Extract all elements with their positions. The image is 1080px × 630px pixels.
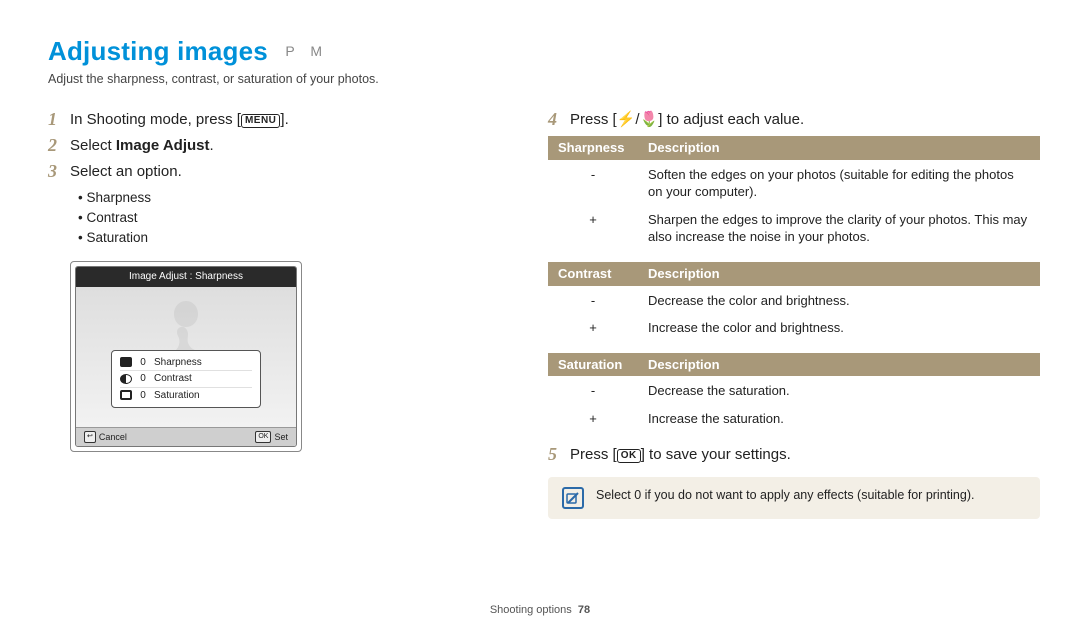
lcd-row-1-val: 0 [138, 372, 148, 386]
step-2-bold: Image Adjust [116, 137, 210, 154]
saturation-table: Saturation Description - Decrease the sa… [548, 353, 1040, 432]
lcd-row-contrast: 0 Contrast [120, 371, 252, 388]
contrast-r1-sign: + [548, 314, 638, 341]
left-column: 1 In Shooting mode, press [MENU]. 2 Sele… [48, 110, 508, 520]
camera-lcd: Image Adjust : Sharpness 0 Sharpness [70, 261, 302, 452]
contrast-r0-sign: - [548, 287, 638, 315]
step-1-suffix: . [285, 111, 289, 128]
sharpness-table: Sharpness Description - Soften the edges… [548, 136, 1040, 250]
saturation-r0-sign: - [548, 377, 638, 405]
step-4-suffix: ] to adjust each value. [658, 111, 804, 128]
lcd-row-0-val: 0 [138, 356, 148, 370]
step-3-num: 3 [48, 162, 70, 182]
saturation-th-0: Saturation [548, 353, 638, 378]
footer-section: Shooting options [490, 604, 572, 616]
sharpness-th-1: Description [638, 136, 1040, 161]
sharpness-r1-desc: Sharpen the edges to improve the clarity… [638, 206, 1040, 250]
step-1-num: 1 [48, 110, 70, 130]
lcd-title: Image Adjust : Sharpness [76, 267, 296, 287]
bullet-saturation: Saturation [78, 229, 508, 247]
bullet-contrast: Contrast [78, 209, 508, 227]
step-3: 3 Select an option. [48, 162, 508, 182]
contrast-icon [120, 374, 132, 384]
table-row: - Soften the edges on your photos (suita… [548, 161, 1040, 206]
sharpness-th-0: Sharpness [548, 136, 638, 161]
menu-button-label: MENU [241, 114, 280, 128]
step-5-body: Press [OK] to save your settings. [570, 445, 1040, 465]
page-subtitle: Adjust the sharpness, contrast, or satur… [48, 71, 1040, 88]
contrast-table: Contrast Description - Decrease the colo… [548, 262, 1040, 341]
lcd-cancel: ↩ Cancel [84, 431, 127, 443]
footer-page-number: 78 [578, 604, 590, 616]
step-1-prefix: In Shooting mode, press [70, 111, 237, 128]
ok-button-label: OK [617, 449, 641, 463]
step-1-body: In Shooting mode, press [MENU]. [70, 110, 508, 130]
back-icon: ↩ [84, 431, 96, 442]
lcd-row-saturation: 0 Saturation [120, 388, 252, 404]
lcd-body: 0 Sharpness 0 Contrast 0 Saturation [76, 287, 296, 427]
right-column: 4 Press [⚡/🌷] to adjust each value. Shar… [548, 110, 1040, 520]
ok-icon: OK [255, 431, 271, 442]
table-row: - Decrease the saturation. [548, 377, 1040, 405]
note-box: Select 0 if you do not want to apply any… [548, 477, 1040, 519]
step-5: 5 Press [OK] to save your settings. [548, 445, 1040, 465]
step-2-body: Select Image Adjust. [70, 136, 508, 156]
lcd-adjust-panel: 0 Sharpness 0 Contrast 0 Saturation [111, 350, 261, 409]
saturation-r1-sign: + [548, 405, 638, 432]
page-footer: Shooting options 78 [0, 603, 1080, 618]
lcd-row-sharpness: 0 Sharpness [120, 355, 252, 372]
step-3-body: Select an option. [70, 162, 508, 182]
lcd-cancel-label: Cancel [99, 431, 127, 443]
step-5-suffix: to save your settings. [645, 446, 791, 463]
lcd-set-label: Set [274, 431, 288, 443]
page-title: Adjusting images P M [48, 34, 1040, 69]
table-row: + Increase the saturation. [548, 405, 1040, 432]
bullet-sharpness: Sharpness [78, 189, 508, 207]
lcd-footer: ↩ Cancel OK Set [76, 427, 296, 446]
note-icon [562, 487, 584, 509]
step-2-suffix: . [210, 137, 214, 154]
lcd-row-0-lbl: Sharpness [154, 356, 252, 370]
contrast-th-1: Description [638, 262, 1040, 287]
step-4-num: 4 [548, 110, 570, 130]
step-5-num: 5 [548, 445, 570, 465]
step-3-bullets: Sharpness Contrast Saturation [78, 189, 508, 248]
step-2: 2 Select Image Adjust. [48, 136, 508, 156]
lcd-row-1-lbl: Contrast [154, 372, 252, 386]
saturation-icon [120, 390, 132, 400]
contrast-th-0: Contrast [548, 262, 638, 287]
title-main: Adjusting images [48, 36, 268, 66]
macro-icon: 🌷 [640, 111, 659, 128]
note-text: Select 0 if you do not want to apply any… [596, 487, 974, 504]
sharpness-r1-sign: + [548, 206, 638, 250]
table-row: + Sharpen the edges to improve the clari… [548, 206, 1040, 250]
sharpness-r0-sign: - [548, 161, 638, 206]
saturation-th-1: Description [638, 353, 1040, 378]
step-5-prefix: Press [570, 446, 613, 463]
saturation-r0-desc: Decrease the saturation. [638, 377, 1040, 405]
title-modes: P M [285, 43, 328, 59]
contrast-r0-desc: Decrease the color and brightness. [638, 287, 1040, 315]
contrast-r1-desc: Increase the color and brightness. [638, 314, 1040, 341]
table-row: + Increase the color and brightness. [548, 314, 1040, 341]
table-row: - Decrease the color and brightness. [548, 287, 1040, 315]
step-2-prefix: Select [70, 137, 116, 154]
flash-icon: ⚡ [617, 111, 636, 128]
lcd-set: OK Set [255, 431, 288, 443]
sharpness-r0-desc: Soften the edges on your photos (suitabl… [638, 161, 1040, 206]
step-4: 4 Press [⚡/🌷] to adjust each value. [548, 110, 1040, 130]
saturation-r1-desc: Increase the saturation. [638, 405, 1040, 432]
sharpness-icon [120, 357, 132, 367]
lcd-row-2-val: 0 [138, 389, 148, 403]
lcd-row-2-lbl: Saturation [154, 389, 252, 403]
step-4-body: Press [⚡/🌷] to adjust each value. [570, 110, 1040, 130]
step-4-prefix: Press [ [570, 111, 617, 128]
step-2-num: 2 [48, 136, 70, 156]
step-1: 1 In Shooting mode, press [MENU]. [48, 110, 508, 130]
